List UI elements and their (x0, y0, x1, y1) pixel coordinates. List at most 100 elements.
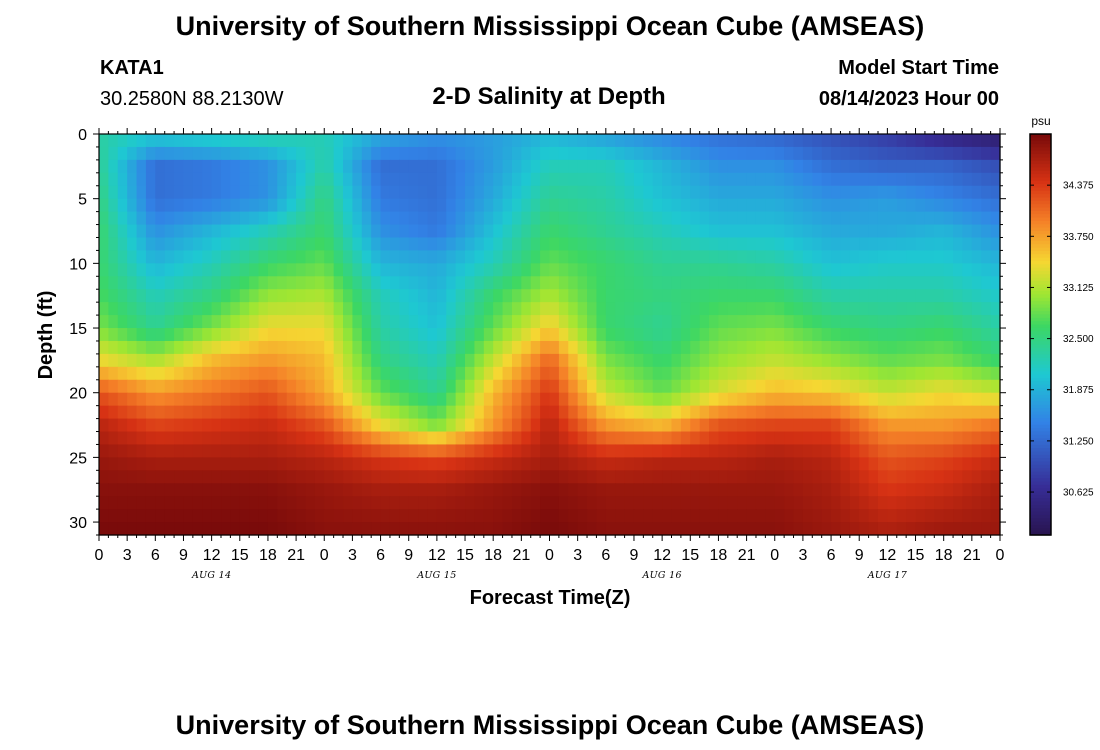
heatmap-cell (558, 159, 569, 174)
heatmap-cell (568, 146, 579, 161)
heatmap-cell (521, 353, 532, 368)
heatmap-cell (709, 496, 720, 510)
heatmap-cell (765, 315, 776, 329)
colorbar-swatch (1030, 331, 1051, 336)
heatmap-cell (286, 353, 297, 368)
heatmap-cell (615, 522, 626, 536)
colorbar-swatch (1030, 528, 1051, 533)
x-tick-label: 18 (259, 547, 277, 564)
heatmap-cell (136, 418, 147, 433)
heatmap-cell (136, 263, 147, 277)
heatmap-cell (624, 172, 635, 187)
heatmap-cell (953, 289, 964, 303)
x-tick-label: 3 (798, 547, 807, 564)
heatmap-cell (127, 315, 138, 329)
heatmap-cell (277, 431, 288, 446)
heatmap-cell (136, 315, 147, 329)
heatmap-cell (174, 289, 185, 303)
heatmap-cell (755, 392, 766, 407)
heatmap-cell (249, 431, 260, 446)
heatmap-cell (324, 289, 335, 303)
heatmap-cell (230, 185, 241, 200)
heatmap-cell (868, 134, 879, 148)
heatmap-cell (840, 353, 851, 368)
heatmap-cell (633, 353, 644, 368)
heatmap-cell (906, 470, 917, 484)
heatmap-cell (765, 353, 776, 368)
heatmap-cell (145, 315, 156, 329)
heatmap-cell (746, 392, 757, 407)
heatmap-cell (953, 185, 964, 200)
heatmap-cell (418, 470, 429, 484)
heatmap-cell (221, 302, 231, 316)
heatmap-cell (380, 496, 391, 510)
heatmap-cell (840, 211, 851, 226)
heatmap-cell (605, 146, 616, 161)
heatmap-cell (887, 250, 898, 264)
colorbar-swatch (1030, 317, 1051, 322)
heatmap-cell (211, 392, 222, 407)
colorbar-swatch (1030, 397, 1051, 402)
heatmap-cell (596, 353, 607, 368)
heatmap-cell (427, 522, 438, 536)
heatmap-cell (953, 159, 964, 174)
heatmap-cell (605, 522, 616, 536)
heatmap-cell (633, 198, 644, 213)
heatmap-cell (662, 289, 673, 303)
heatmap-cell (155, 250, 166, 264)
heatmap-cell (587, 172, 598, 187)
heatmap-cell (737, 263, 748, 277)
heatmap-cell (615, 328, 626, 342)
heatmap-cell (849, 353, 860, 368)
heatmap-cell (230, 276, 241, 290)
heatmap-cell (784, 146, 795, 161)
heatmap-cell (868, 159, 879, 174)
heatmap-cell (155, 444, 166, 458)
heatmap-cell (418, 315, 429, 329)
heatmap-cell (380, 315, 391, 329)
heatmap-cell (333, 289, 344, 303)
heatmap-cell (511, 159, 522, 174)
heatmap-cell (324, 250, 335, 264)
heatmap-cell (633, 457, 644, 471)
heatmap-cell (558, 379, 569, 394)
heatmap-cell (558, 315, 569, 329)
heatmap-cell (793, 224, 804, 239)
colorbar-swatch (1030, 434, 1051, 439)
heatmap-cell (399, 315, 410, 329)
heatmap-cell (371, 340, 382, 355)
heatmap-cell (202, 431, 213, 446)
heatmap-cell (831, 509, 842, 523)
heatmap-cell (840, 509, 851, 523)
heatmap-cell (380, 470, 391, 484)
heatmap-cell (399, 496, 410, 510)
colorbar-swatch (1030, 411, 1051, 416)
heatmap-cell (755, 237, 766, 252)
heatmap-cell (174, 263, 185, 277)
heatmap-cell (474, 172, 485, 187)
heatmap-cell (793, 366, 804, 381)
heatmap-cell (633, 340, 644, 355)
heatmap-cell (502, 146, 513, 161)
heatmap-cell (727, 379, 738, 394)
heatmap-cell (117, 172, 128, 187)
heatmap-cell (305, 340, 316, 355)
heatmap-cell (690, 509, 701, 523)
heatmap-cell (258, 483, 269, 497)
heatmap-cell (577, 159, 588, 174)
heatmap-cell (174, 146, 185, 161)
heatmap-cell (314, 172, 325, 187)
heatmap-cell (755, 250, 766, 264)
heatmap-cell (174, 159, 185, 174)
heatmap-cell (183, 340, 194, 355)
heatmap-cell (662, 302, 673, 316)
heatmap-cell (530, 146, 541, 161)
heatmap-cell (596, 457, 607, 471)
heatmap-cell (361, 431, 372, 446)
heatmap-cell (633, 302, 644, 316)
heatmap-cell (577, 405, 588, 420)
heatmap-cell (230, 237, 241, 252)
colorbar-swatch (1030, 301, 1051, 306)
heatmap-cell (549, 250, 560, 264)
heatmap-cell (924, 146, 935, 161)
